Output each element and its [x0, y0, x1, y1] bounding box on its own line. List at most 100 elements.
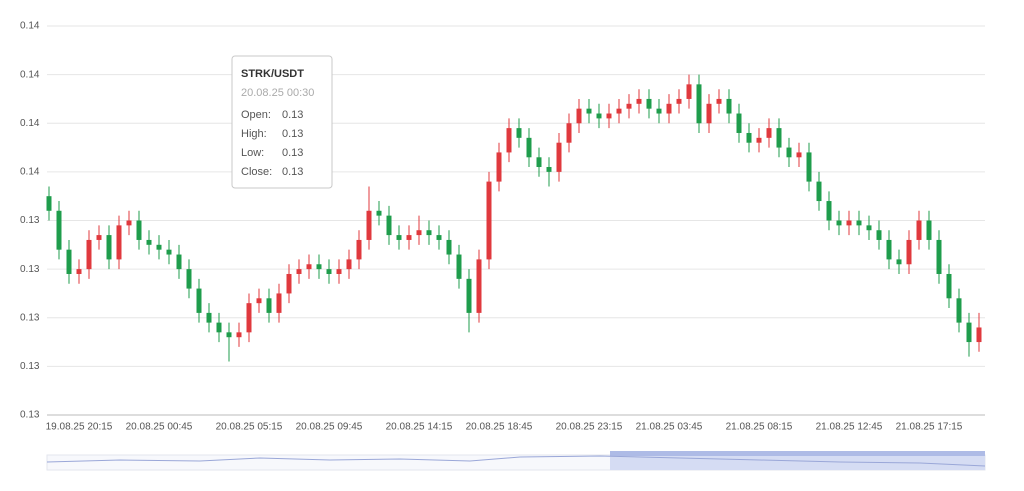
candle-body	[506, 128, 512, 153]
candle-body	[76, 269, 82, 274]
candle-body	[46, 196, 52, 211]
candle-body	[436, 235, 442, 240]
tooltip-label: Close:	[241, 166, 272, 178]
candle-body	[476, 259, 482, 313]
x-tick-label: 21.08.25 12:45	[816, 422, 883, 433]
candle-body	[776, 128, 782, 148]
candle-body	[726, 98, 732, 114]
candle-body	[846, 220, 852, 226]
candle-body	[166, 249, 172, 255]
candle-body	[786, 147, 792, 158]
y-tick-label: 0.13	[20, 361, 40, 372]
candle-body	[676, 98, 682, 104]
candle-body	[496, 152, 502, 182]
candle-body	[426, 230, 432, 236]
candle-body	[806, 152, 812, 182]
candle-body	[56, 210, 62, 250]
candle-body	[216, 322, 222, 333]
tooltip-label: High:	[241, 128, 267, 140]
candle-body	[346, 259, 352, 270]
x-tick-label: 21.08.25 08:15	[726, 422, 793, 433]
x-tick-label: 20.08.25 00:45	[126, 422, 193, 433]
tooltip-label: Low:	[241, 147, 264, 159]
candle-body	[256, 298, 262, 304]
candle-body	[976, 327, 982, 343]
candle-body	[646, 98, 652, 109]
y-tick-label: 0.14	[20, 69, 40, 80]
candle-body	[656, 108, 662, 114]
candle-body	[696, 84, 702, 124]
y-tick-label: 0.13	[20, 312, 40, 323]
candle-body	[196, 288, 202, 313]
candle-body	[766, 128, 772, 138]
candle-body	[756, 137, 762, 143]
tooltip-time: 20.08.25 00:30	[241, 87, 314, 99]
candle-body	[636, 98, 642, 104]
candle-body	[146, 239, 152, 245]
candle-body	[906, 239, 912, 265]
x-tick-label: 20.08.25 23:15	[556, 422, 623, 433]
candle-body	[66, 249, 72, 274]
x-tick-label: 21.08.25 03:45	[636, 422, 703, 433]
tooltip-value: 0.13	[282, 147, 303, 159]
candle-body	[536, 157, 542, 168]
tooltip-value: 0.13	[282, 166, 303, 178]
candle-body	[116, 225, 122, 260]
candle-body	[486, 181, 492, 260]
candle-body	[316, 264, 322, 270]
candle-body	[546, 167, 552, 172]
x-tick-label: 20.08.25 05:15	[216, 422, 283, 433]
y-tick-label: 0.13	[20, 215, 40, 226]
candle-body	[226, 332, 232, 338]
candle-body	[866, 225, 872, 231]
candle-body	[796, 152, 802, 158]
y-tick-label: 0.13	[20, 410, 40, 421]
candle-body	[686, 84, 692, 99]
candle-body	[526, 137, 532, 158]
tooltip: STRK/USDT 20.08.25 00:30 Open: 0.13 High…	[231, 55, 333, 189]
y-tick-label: 0.14	[20, 118, 40, 129]
plot-area: 0.13 0.13 0.13 0.13 0.13 0.14 0.14 0.14 0.14 19.0…	[20, 21, 985, 433]
candle-body	[126, 220, 132, 226]
candle-body	[336, 269, 342, 274]
candle-body	[516, 128, 522, 138]
candle-body	[966, 322, 972, 343]
candle-body	[626, 103, 632, 109]
y-tick-label: 0.13	[20, 264, 40, 275]
candle-body	[916, 220, 922, 240]
candle-body	[376, 210, 382, 216]
x-tick-label: 20.08.25 18:45	[466, 422, 533, 433]
navigator	[46, 451, 986, 471]
candle-body	[446, 239, 452, 255]
y-tick-label: 0.14	[20, 21, 40, 32]
candle-body	[176, 254, 182, 270]
x-tick-label: 20.08.25 09:45	[296, 422, 363, 433]
candle-body	[136, 220, 142, 240]
navigator-handle-bar[interactable]	[610, 451, 985, 456]
tooltip-value: 0.13	[282, 109, 303, 121]
y-tick-label: 0.14	[20, 167, 40, 178]
candle-body	[616, 108, 622, 114]
x-tick-label: 19.08.25 20:15	[46, 422, 113, 433]
candle-body	[326, 269, 332, 274]
candle-body	[186, 269, 192, 289]
candle-body	[366, 210, 372, 240]
candle-body	[566, 123, 572, 143]
candle-body	[926, 220, 932, 240]
candle-body	[606, 113, 612, 119]
tooltip-title: STRK/USDT	[241, 68, 304, 80]
candle-body	[86, 239, 92, 270]
candle-body	[156, 244, 162, 250]
candle-body	[306, 264, 312, 270]
candle-body	[946, 273, 952, 299]
candle-body	[736, 113, 742, 133]
tooltip-value: 0.13	[282, 128, 303, 140]
candle-body	[816, 181, 822, 202]
candle-body	[746, 132, 752, 143]
candle-body	[296, 269, 302, 274]
candle-body	[466, 278, 472, 313]
candle-body	[286, 273, 292, 294]
tooltip-label: Open:	[241, 109, 271, 121]
candle-body	[956, 298, 962, 323]
